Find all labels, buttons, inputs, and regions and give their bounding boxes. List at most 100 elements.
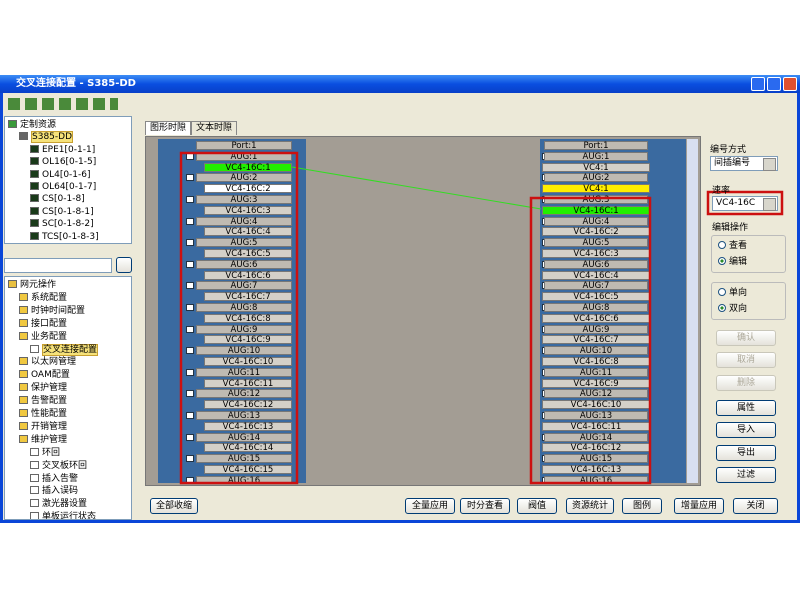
toolbar[interactable] [8, 98, 118, 110]
tree-item[interactable]: 时钟时间配置 [19, 305, 85, 317]
radio[interactable]: 双向 [718, 303, 747, 315]
slot[interactable]: AUG:14 [196, 432, 292, 442]
tree-item[interactable]: 维护管理 [19, 434, 67, 446]
slot[interactable]: AUG:11 [196, 367, 292, 377]
tree-item[interactable]: 以太网管理 [19, 356, 76, 368]
scrollbar[interactable] [687, 139, 698, 483]
tree-item[interactable]: OL4[0-1-6] [30, 169, 91, 181]
tree-item[interactable]: 激光器设置 [30, 498, 87, 510]
slot[interactable]: Port:1 [544, 141, 648, 151]
slot[interactable]: AUG:2 [196, 173, 292, 183]
slot[interactable]: AUG:13 [544, 411, 648, 421]
bottom-button[interactable]: 关闭 [733, 498, 778, 514]
slot[interactable]: VC4-16C:10 [204, 357, 292, 367]
slot[interactable]: VC4-16C:15 [204, 465, 292, 475]
slot[interactable]: VC4-16C:4 [204, 227, 292, 237]
slot[interactable]: VC4-16C:1 [204, 162, 292, 172]
close[interactable] [783, 77, 797, 91]
slot[interactable]: VC4-16C:2 [204, 184, 292, 194]
slot[interactable]: AUG:11 [544, 367, 648, 377]
side-button[interactable]: 导出 [716, 445, 776, 461]
right-slots[interactable]: Port:1 AUG:1 VC4:1 AUG:2 VC4:1 AUG:3 VC4-16C:1… [540, 139, 686, 483]
slot[interactable]: AUG:14 [544, 432, 648, 442]
bottom-button[interactable]: 资源统计 [566, 498, 614, 514]
slot[interactable]: AUG:6 [196, 259, 292, 269]
bottom-button[interactable]: 全量应用 [405, 498, 455, 514]
left-slots[interactable]: Port:1 AUG:1 VC4-16C:1 AUG:2 VC4-16C:2 AUG:3 V… [158, 139, 306, 483]
slot[interactable]: VC4-16C:11 [204, 378, 292, 388]
slot[interactable]: VC4:1 [542, 162, 650, 172]
slot[interactable]: AUG:5 [544, 238, 648, 248]
slot[interactable]: AUG:7 [544, 281, 648, 291]
tree-item[interactable]: 保护管理 [19, 382, 67, 394]
slot[interactable]: AUG:9 [544, 324, 648, 334]
slot[interactable]: AUG:12 [544, 389, 648, 399]
slot[interactable]: AUG:15 [544, 454, 648, 464]
radio[interactable]: 查看 [718, 240, 747, 252]
slot[interactable]: AUG:15 [196, 454, 292, 464]
tree-item[interactable]: EPE1[0-1-1] [30, 144, 95, 156]
slot[interactable]: VC4-16C:8 [204, 313, 292, 323]
rate-select[interactable]: VC4-16C [712, 196, 778, 211]
slot[interactable]: AUG:3 [196, 195, 292, 205]
slot[interactable]: VC4-16C:9 [204, 335, 292, 345]
slot[interactable]: AUG:16 [544, 475, 648, 483]
tree-item[interactable]: 定制资源 [8, 119, 56, 131]
slot[interactable]: VC4-16C:14 [204, 443, 292, 453]
tree-item[interactable]: 插入告警 [30, 473, 78, 485]
tree-item[interactable]: TCS[0-1-8-3] [30, 231, 99, 243]
slot[interactable]: VC4-16C:6 [204, 270, 292, 280]
bottom-button[interactable]: 图例 [622, 498, 662, 514]
side-button[interactable]: 导入 [716, 422, 776, 438]
slot[interactable]: AUG:8 [544, 303, 648, 313]
tree-item[interactable]: 告警配置 [19, 395, 67, 407]
tree-item[interactable]: 系统配置 [19, 292, 67, 304]
tree-item[interactable]: OAM配置 [19, 369, 70, 381]
tree-item[interactable]: OL64[0-1-7] [30, 181, 96, 193]
tab[interactable]: 文本时隙 [191, 121, 237, 135]
tree-item[interactable]: 插入误码 [30, 485, 78, 497]
maximize[interactable] [767, 77, 781, 91]
slot[interactable]: AUG:10 [544, 346, 648, 356]
tabs[interactable]: 图形时隙 文本时隙 [145, 121, 345, 135]
tree-item[interactable]: CS[0-1-8-1] [30, 206, 94, 218]
slot[interactable]: AUG:8 [196, 303, 292, 313]
operation-tree[interactable]: 网元操作 系统配置 时钟时间配置 接口配置 业务配置 交叉连接配置 以太网管理 OAM配置 保护… [4, 276, 132, 520]
bottom-button[interactable]: 全部收缩 [150, 498, 198, 514]
tree-item[interactable]: 性能配置 [19, 408, 67, 420]
slot[interactable]: AUG:3 [544, 195, 648, 205]
slot[interactable]: AUG:6 [544, 259, 648, 269]
slot[interactable]: AUG:2 [544, 173, 648, 183]
device-tree[interactable]: 定制资源 S385-DD EPE1[0-1-1] OL16[0-1-5] OL4[0-1… [4, 116, 132, 244]
radio[interactable]: 编辑 [718, 256, 747, 268]
search-button[interactable] [116, 257, 132, 273]
slot[interactable]: AUG:12 [196, 389, 292, 399]
slot[interactable]: AUG:16 [196, 475, 292, 483]
slot[interactable]: AUG:13 [196, 411, 292, 421]
slot[interactable]: VC4-16C:13 [204, 421, 292, 431]
bottom-button[interactable]: 阀值 [517, 498, 557, 514]
slot[interactable]: AUG:4 [196, 216, 292, 226]
minimize[interactable] [751, 77, 765, 91]
slot[interactable]: AUG:5 [196, 238, 292, 248]
tree-item[interactable]: 开销管理 [19, 421, 67, 433]
numbering-select[interactable]: 间插编号 [710, 156, 778, 171]
slot[interactable]: AUG:10 [196, 346, 292, 356]
tree-item[interactable]: 网元操作 [8, 279, 56, 291]
slot[interactable]: VC4-16C:12 [204, 400, 292, 410]
slot[interactable]: AUG:1 [544, 151, 648, 161]
slot[interactable]: VC4-16C:7 [204, 292, 292, 302]
tree-item[interactable]: S385-DD [19, 131, 73, 144]
bottom-button[interactable]: 时分查看 [460, 498, 510, 514]
tree-item[interactable]: 环回 [30, 447, 60, 459]
tree-item[interactable]: 交叉板环回 [30, 460, 87, 472]
slot[interactable]: VC4-16C:3 [204, 205, 292, 215]
slot[interactable]: VC4:1 [542, 184, 650, 194]
tree-item[interactable]: OL16[0-1-5] [30, 156, 96, 168]
slot[interactable]: VC4-16C:5 [204, 249, 292, 259]
side-button[interactable]: 过滤 [716, 467, 776, 483]
radio[interactable]: 单向 [718, 287, 747, 299]
tree-item[interactable]: SC[0-1-8-2] [30, 218, 94, 230]
tab[interactable]: 图形时隙 [145, 121, 191, 135]
tree-item[interactable]: 业务配置 [19, 331, 67, 343]
